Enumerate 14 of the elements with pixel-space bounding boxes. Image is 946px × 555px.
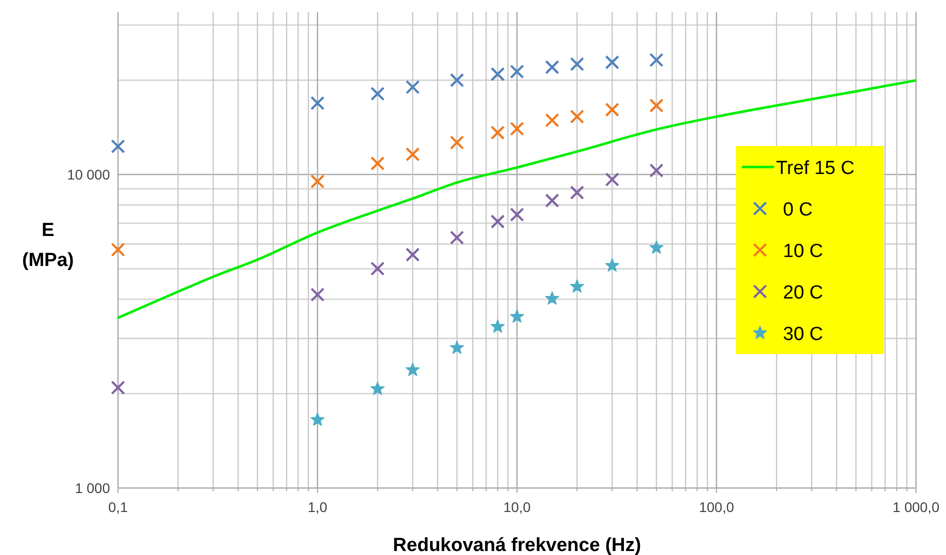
y-tick-label: 10 000: [67, 166, 110, 183]
legend-label: 10 C: [783, 241, 824, 262]
x-tick-label: 100,0: [698, 499, 734, 515]
x-tick-label: 0,1: [108, 499, 128, 515]
y-axis-title: E (MPa): [22, 220, 74, 271]
x-tick-label: 1,0: [308, 499, 328, 515]
legend-label: 20 C: [783, 282, 824, 304]
x-tick-label: 1 000,0: [892, 499, 940, 515]
legend-label: 0 C: [783, 200, 813, 220]
y-tick-label: 1 000: [74, 480, 110, 496]
x-axis-title: Redukovaná frekvence (Hz): [392, 535, 642, 555]
x-tick-label: 10,0: [503, 499, 531, 515]
legend-label: Tref 15 C: [776, 158, 854, 179]
legend-label: 30 C: [783, 324, 824, 345]
